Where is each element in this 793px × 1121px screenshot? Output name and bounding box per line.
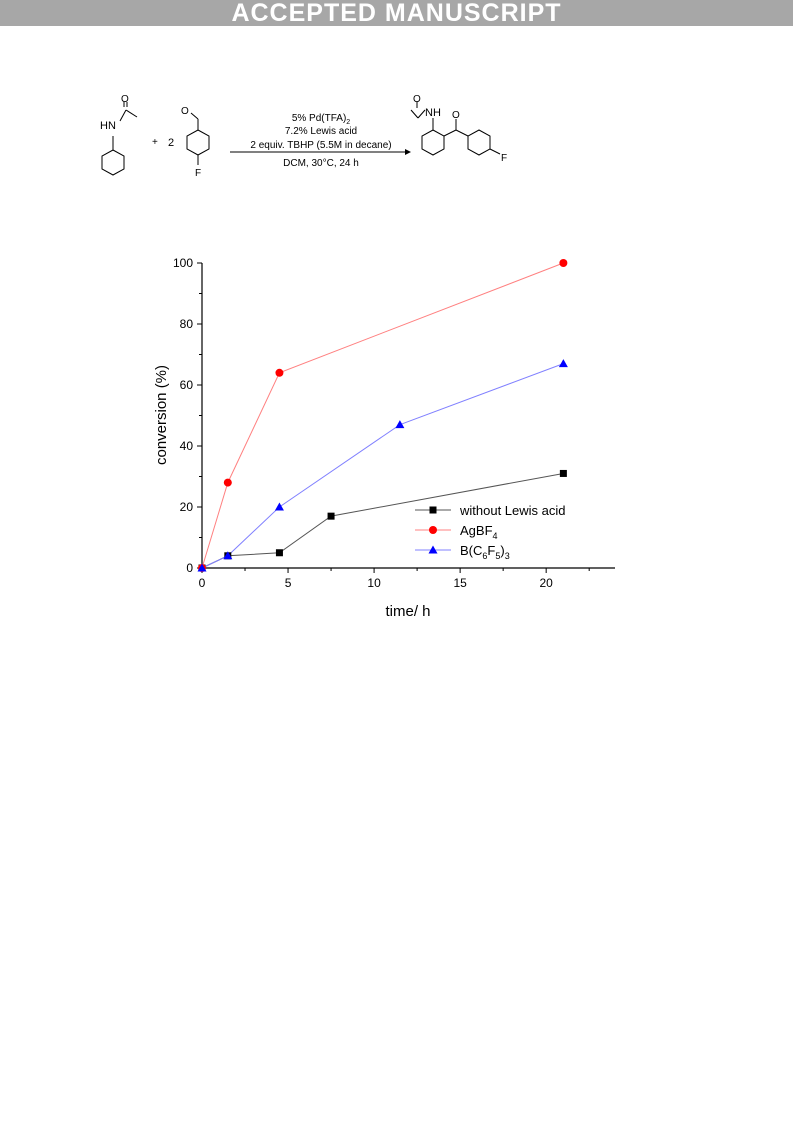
legend-label-part: 5	[495, 551, 500, 561]
conditions-catalyst-sub: 2	[346, 119, 350, 126]
legend-label: without Lewis acid	[459, 503, 566, 518]
reaction-scheme-svg: HN O + 2 O F 5% Pd(TFA)2 7.2% Lewis acid…	[100, 94, 507, 179]
reactant2-co-bond	[190, 112, 199, 120]
y-tick-label: 100	[173, 256, 193, 270]
reactant1-o-label: O	[121, 94, 129, 105]
y-tick-label: 80	[180, 317, 194, 331]
data-point	[274, 502, 284, 511]
legend-label-part: F	[487, 543, 495, 558]
legend-label-part: B(C	[460, 543, 482, 558]
legend-label-part: 3	[505, 551, 510, 561]
x-tick-label: 20	[539, 576, 553, 590]
reactant1-methyl-bond	[125, 109, 138, 118]
reactant1-co-bond	[119, 109, 127, 122]
reactant-fluorobenzaldehyde	[186, 112, 210, 165]
data-point	[223, 551, 233, 560]
legend-marker	[429, 526, 437, 534]
reactant2-benzene-ring	[186, 129, 210, 156]
legend-label-main: AgBF	[460, 523, 493, 538]
manuscript-banner: ACCEPTED MANUSCRIPT	[0, 0, 793, 27]
y-tick-label: 60	[180, 378, 194, 392]
legend-label: AgBF4	[460, 523, 498, 541]
chart-series-lines	[201, 262, 564, 569]
reaction-scheme: HN O + 2 O F 5% Pd(TFA)2 7.2% Lewis acid…	[80, 88, 640, 198]
y-axis-label: conversion (%)	[153, 365, 170, 465]
reactant1-hn-label: HN	[100, 120, 116, 132]
product-nh-label: NH	[425, 107, 441, 119]
product-acyl-bond	[417, 109, 426, 119]
plus-sign: +	[152, 137, 158, 148]
x-tick-label: 0	[199, 576, 206, 590]
x-tick-label: 5	[285, 576, 292, 590]
product-methyl-bond	[410, 109, 419, 119]
x-tick-label: 15	[453, 576, 467, 590]
reactant2-f-label: F	[195, 168, 201, 179]
legend-label: B(C6F5)3	[460, 543, 510, 561]
data-point	[223, 478, 232, 487]
reactant-acetanilide	[101, 102, 138, 176]
conditions-solvent: DCM, 30°C, 24 h	[283, 158, 359, 169]
data-point	[275, 549, 283, 557]
data-point	[395, 420, 405, 429]
legend-marker	[428, 545, 438, 554]
conditions-oxidant: 2 equiv. TBHP (5.5M in decane)	[250, 140, 391, 151]
data-point	[559, 259, 568, 267]
legend-label-part: )	[500, 543, 504, 558]
data-point	[197, 563, 207, 572]
data-point	[558, 359, 568, 368]
series-line-2	[201, 363, 564, 569]
y-tick-label: 40	[180, 439, 194, 453]
chart-svg: 0 20 40 60 80 100 0 5 10 15 20 without Lewis acid A…	[153, 256, 615, 620]
conditions-catalyst-main: 5% Pd(TFA)	[292, 113, 346, 124]
x-tick-label: 10	[367, 576, 381, 590]
x-axis-label: time/ h	[385, 603, 430, 620]
chart-legend: without Lewis acid AgBF4 B(C6F5)3	[415, 503, 566, 561]
series-line-1	[201, 262, 564, 569]
product-o2-label: O	[452, 110, 460, 121]
reactant2-o-label: O	[181, 106, 189, 117]
chart-series-markers	[197, 259, 568, 572]
data-point	[275, 368, 284, 377]
legend-label-sub: 4	[493, 531, 498, 541]
product-structure	[410, 102, 501, 156]
reactant1-benzene-ring	[101, 149, 125, 176]
data-point	[559, 469, 567, 477]
reaction-arrowhead	[405, 149, 411, 155]
product-f-bond	[489, 148, 501, 155]
product-ring-2	[467, 129, 491, 156]
conversion-chart: 0 20 40 60 80 100 0 5 10 15 20 without Lewis acid A…	[140, 240, 640, 630]
data-point	[327, 512, 335, 520]
equiv-number: 2	[168, 137, 174, 149]
product-f-label: F	[501, 153, 507, 164]
product-o1-label: O	[413, 94, 421, 105]
y-tick-label: 20	[180, 500, 194, 514]
legend-marker	[429, 506, 437, 514]
banner-text: ACCEPTED MANUSCRIPT	[231, 0, 562, 27]
y-tick-label: 0	[186, 561, 193, 575]
product-ketone-bond	[443, 129, 457, 137]
conditions-catalyst: 5% Pd(TFA)2	[292, 113, 350, 126]
product-aryl-bond	[455, 129, 469, 137]
conditions-lewis-acid: 7.2% Lewis acid	[285, 126, 357, 137]
legend-label-part: 6	[482, 551, 487, 561]
chart-axes: 0 20 40 60 80 100 0 5 10 15 20	[173, 256, 615, 590]
product-ring-1	[421, 129, 445, 156]
